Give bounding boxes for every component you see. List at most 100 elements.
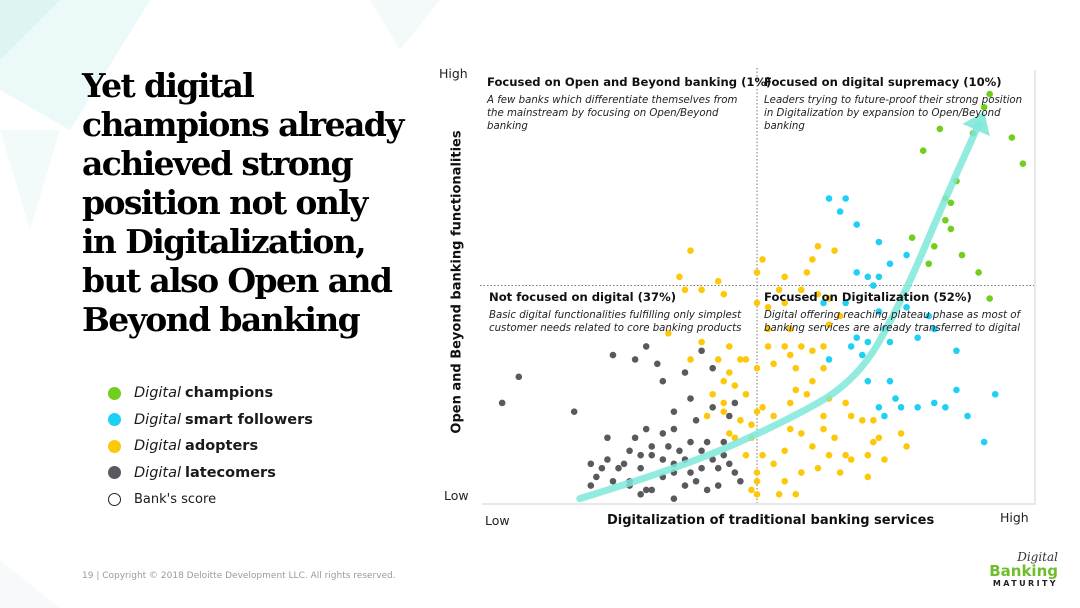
data-point-digital-latecomers xyxy=(703,486,711,494)
data-point-digital-latecomers xyxy=(604,456,611,463)
data-point-digital-latecomers xyxy=(570,408,578,415)
data-point-digital-adopters xyxy=(720,399,728,407)
data-point-digital-adopters xyxy=(870,417,877,424)
data-point-digital-adopters xyxy=(781,447,788,455)
headline-line: Yet digital xyxy=(82,66,255,105)
data-point-digital-adopters xyxy=(820,425,827,433)
trend-arrow-path xyxy=(576,121,983,503)
chart-legend: Digital champions Digital smart follower… xyxy=(108,380,313,513)
legend-label: latecomers xyxy=(185,464,276,481)
data-point-digital-adopters xyxy=(781,343,788,350)
data-point-digital-adopters xyxy=(714,277,722,285)
data-point-digital-latecomers xyxy=(653,360,661,368)
data-point-digital-adopters xyxy=(753,491,761,498)
data-point-digital-smart-followers xyxy=(847,343,855,350)
data-point-digital-adopters xyxy=(753,364,761,372)
data-point-digital-smart-followers xyxy=(914,334,921,342)
data-point-digital-smart-followers xyxy=(980,438,988,446)
chart-canvas xyxy=(480,68,1036,505)
y-axis-high-label: High xyxy=(439,66,468,81)
data-point-digital-adopters xyxy=(681,286,689,294)
data-point-digital-latecomers xyxy=(604,434,611,442)
data-point-digital-champions xyxy=(908,234,916,241)
data-point-digital-latecomers xyxy=(637,491,644,498)
data-point-digital-adopters xyxy=(698,286,705,294)
data-point-digital-adopters xyxy=(858,417,866,424)
data-point-digital-latecomers xyxy=(714,464,722,472)
data-point-digital-champions xyxy=(1019,160,1027,167)
data-point-digital-adopters xyxy=(742,356,750,363)
data-point-digital-latecomers xyxy=(714,482,722,489)
data-point-digital-adopters xyxy=(864,451,872,459)
data-point-digital-adopters xyxy=(753,477,761,485)
data-point-digital-latecomers xyxy=(676,447,683,455)
data-point-digital-adopters xyxy=(792,491,800,498)
legend-item-latecomers: Digital latecomers xyxy=(108,460,313,487)
data-point-digital-adopters xyxy=(770,460,777,468)
data-point-digital-champions xyxy=(986,295,993,302)
data-point-digital-adopters xyxy=(753,469,761,476)
brand-line-1: Digital xyxy=(1017,550,1058,564)
data-point-digital-adopters xyxy=(781,477,788,485)
data-point-digital-smart-followers xyxy=(964,412,971,420)
data-point-digital-adopters xyxy=(847,456,855,463)
data-point-digital-adopters xyxy=(820,343,827,350)
data-point-digital-latecomers xyxy=(670,495,678,502)
data-point-digital-smart-followers xyxy=(886,377,894,385)
y-axis-low-label: Low xyxy=(444,488,469,503)
data-point-digital-smart-followers xyxy=(820,299,827,307)
data-point-digital-latecomers xyxy=(631,434,639,442)
data-point-digital-adopters xyxy=(803,269,811,276)
data-point-digital-latecomers xyxy=(642,486,650,494)
data-point-digital-champions xyxy=(980,103,988,111)
data-point-digital-adopters xyxy=(781,273,788,281)
data-point-digital-adopters xyxy=(748,486,755,494)
data-point-digital-smart-followers xyxy=(825,356,833,363)
data-point-digital-adopters xyxy=(770,360,777,368)
data-point-digital-latecomers xyxy=(703,438,711,446)
legend-prefix: Digital xyxy=(134,385,182,402)
data-point-digital-latecomers xyxy=(726,412,733,420)
data-point-digital-adopters xyxy=(748,421,755,429)
data-point-digital-latecomers xyxy=(498,399,506,407)
data-point-digital-smart-followers xyxy=(875,238,883,246)
legend-swatch-outline xyxy=(108,492,121,506)
data-point-digital-champions xyxy=(958,251,966,259)
data-point-digital-adopters xyxy=(825,321,833,328)
data-point-digital-adopters xyxy=(731,382,739,389)
data-point-digital-smart-followers xyxy=(825,195,833,202)
data-point-digital-smart-followers xyxy=(991,390,999,398)
data-point-digital-adopters xyxy=(903,443,910,450)
data-point-digital-smart-followers xyxy=(864,273,872,281)
data-point-digital-smart-followers xyxy=(875,273,883,281)
headline-line: Beyond banking xyxy=(82,300,361,339)
data-point-digital-adopters xyxy=(842,451,849,459)
legend-prefix: Digital xyxy=(134,438,182,455)
data-point-digital-adopters xyxy=(814,464,822,472)
data-point-digital-latecomers xyxy=(615,464,622,472)
data-point-digital-adopters xyxy=(775,286,783,294)
data-point-digital-latecomers xyxy=(593,473,600,481)
data-point-digital-latecomers xyxy=(648,486,656,494)
data-point-digital-latecomers xyxy=(687,469,694,476)
data-point-digital-smart-followers xyxy=(842,299,849,307)
data-point-digital-adopters xyxy=(731,434,739,442)
data-point-digital-adopters xyxy=(687,356,694,363)
data-point-digital-latecomers xyxy=(698,464,705,472)
data-point-digital-smart-followers xyxy=(870,282,877,289)
data-point-digital-latecomers xyxy=(642,343,650,350)
data-point-digital-smart-followers xyxy=(853,334,861,342)
data-point-digital-adopters xyxy=(814,290,822,298)
legend-label: adopters xyxy=(185,438,259,455)
data-point-digital-latecomers xyxy=(598,464,606,472)
headline: Yet digital champions already achieved s… xyxy=(82,66,432,339)
data-point-digital-champions xyxy=(947,199,955,207)
headline-line: achieved strong xyxy=(82,144,354,183)
data-point-digital-smart-followers xyxy=(930,325,938,333)
data-point-digital-latecomers xyxy=(709,456,716,463)
data-point-digital-adopters xyxy=(820,412,827,420)
data-point-digital-adopters xyxy=(687,247,694,254)
quadrant-description: Leaders trying to future-proof their str… xyxy=(764,95,1023,132)
data-point-digital-adopters xyxy=(809,443,816,450)
